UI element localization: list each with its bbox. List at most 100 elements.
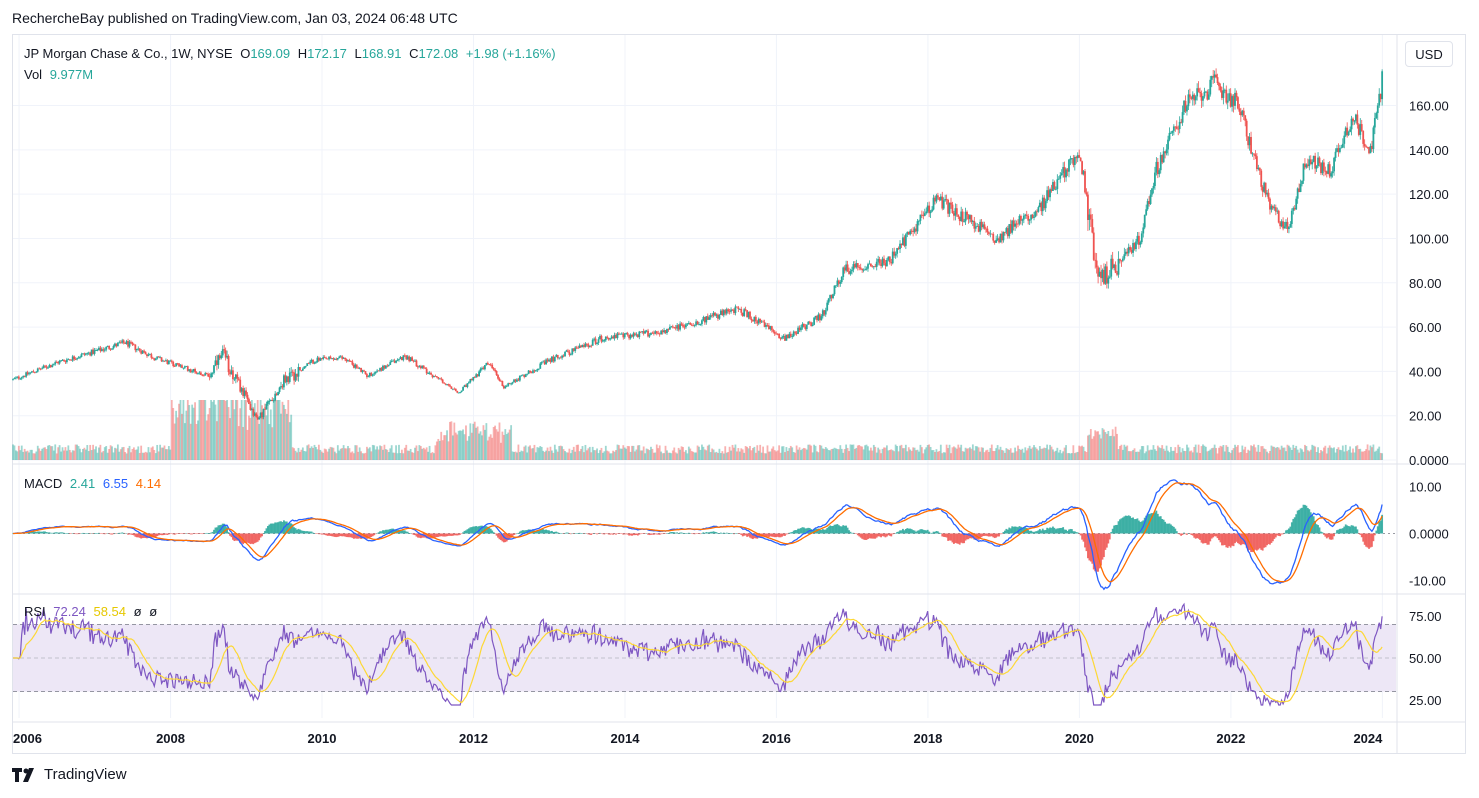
macd-histogram-bar bbox=[255, 533, 258, 543]
volume-bar bbox=[296, 452, 298, 460]
macd-histogram-bar bbox=[178, 533, 180, 534]
volume-bar bbox=[763, 453, 766, 460]
macd-histogram-bar bbox=[441, 533, 444, 537]
volume-bar bbox=[288, 422, 291, 460]
volume-bar bbox=[154, 453, 157, 460]
volume-bar bbox=[232, 400, 234, 460]
chart-frame[interactable] bbox=[12, 34, 1466, 754]
candle-body bbox=[648, 334, 651, 337]
macd-histogram-bar bbox=[443, 533, 446, 537]
candle-body bbox=[460, 390, 463, 393]
candle-body bbox=[100, 349, 103, 352]
macd-histogram-bar bbox=[1186, 533, 1188, 535]
volume-bar bbox=[119, 449, 122, 460]
volume-bar bbox=[1372, 444, 1375, 460]
candle-body bbox=[750, 318, 753, 321]
volume-bar bbox=[1328, 445, 1331, 460]
volume-bar bbox=[339, 448, 342, 460]
symbol-label[interactable]: JP Morgan Chase & Co., 1W, NYSE bbox=[24, 46, 233, 61]
macd-histogram-bar bbox=[451, 533, 454, 536]
macd-histogram-bar bbox=[615, 533, 617, 535]
candle-body bbox=[243, 390, 246, 396]
candle-body bbox=[181, 365, 183, 368]
volume-bar bbox=[1069, 453, 1072, 460]
candle-body bbox=[73, 356, 76, 360]
rsi-label[interactable]: RSI bbox=[24, 604, 46, 619]
macd-histogram-bar bbox=[162, 533, 164, 536]
candle-body bbox=[1196, 88, 1199, 97]
candle-body bbox=[999, 233, 1002, 243]
macd-histogram-bar bbox=[189, 533, 192, 535]
volume-bar bbox=[730, 450, 732, 460]
candle-body bbox=[974, 226, 977, 229]
volume-bar bbox=[1146, 445, 1149, 460]
candle-body bbox=[1193, 94, 1196, 101]
macd-histogram-bar bbox=[941, 533, 944, 537]
candle-body bbox=[846, 264, 849, 272]
volume-bar bbox=[1040, 448, 1043, 460]
macd-histogram-bar bbox=[239, 533, 242, 543]
candle-body bbox=[569, 354, 572, 356]
macd-histogram-bar bbox=[932, 531, 935, 534]
candle-body bbox=[1197, 88, 1200, 92]
macd-histogram-bar bbox=[181, 533, 183, 534]
macd-histogram-bar bbox=[789, 532, 792, 534]
volume-bar bbox=[1060, 453, 1063, 460]
candle-body bbox=[1318, 157, 1321, 164]
candle-body bbox=[810, 322, 813, 327]
macd-histogram-bar bbox=[529, 529, 531, 534]
candle-body bbox=[491, 364, 494, 369]
macd-histogram-bar bbox=[166, 533, 169, 535]
currency-button[interactable]: USD bbox=[1405, 41, 1453, 67]
macd-histogram-bar bbox=[176, 533, 179, 534]
candle-body bbox=[768, 325, 770, 330]
candle-body bbox=[529, 370, 531, 373]
volume-bar bbox=[871, 450, 874, 460]
macd-histogram-bar bbox=[434, 533, 437, 538]
volume-bar bbox=[610, 453, 613, 460]
volume-bar bbox=[111, 446, 113, 460]
volume-bar bbox=[122, 446, 125, 460]
macd-histogram-bar bbox=[1314, 520, 1317, 534]
volume-bar bbox=[435, 441, 438, 460]
macd-histogram-bar bbox=[993, 533, 996, 539]
candle-body bbox=[632, 333, 635, 337]
candle-body bbox=[163, 360, 166, 362]
volume-bar bbox=[384, 449, 387, 460]
candle-body bbox=[220, 355, 223, 359]
macd-histogram-bar bbox=[470, 527, 473, 534]
macd-histogram-bar bbox=[989, 533, 992, 537]
candle-body bbox=[1237, 97, 1239, 109]
volume-bar bbox=[1116, 433, 1118, 460]
footer-brand[interactable]: TradingView bbox=[12, 766, 127, 783]
macd-histogram-bar bbox=[647, 533, 649, 535]
macd-label[interactable]: MACD bbox=[24, 476, 63, 491]
candle-body bbox=[1008, 224, 1011, 237]
volume-bar bbox=[1260, 446, 1263, 460]
macd-histogram-bar bbox=[685, 533, 687, 534]
volume-bar bbox=[1362, 451, 1365, 460]
volume-bar bbox=[910, 450, 913, 460]
volume-bar bbox=[936, 451, 939, 460]
close-value: 172.08 bbox=[418, 46, 459, 61]
macd-histogram-bar bbox=[77, 533, 80, 535]
macd-histogram-bar bbox=[778, 533, 781, 538]
macd-histogram-bar bbox=[246, 533, 249, 543]
macd-histogram-bar bbox=[922, 529, 925, 534]
macd-histogram-bar bbox=[867, 533, 869, 540]
volume-bar bbox=[701, 444, 703, 460]
macd-histogram-bar bbox=[813, 528, 815, 534]
macd-histogram-bar bbox=[628, 533, 631, 536]
candle-body bbox=[183, 366, 186, 368]
macd-histogram-bar bbox=[511, 533, 514, 537]
candle-body bbox=[307, 363, 310, 365]
candle-body bbox=[1286, 221, 1289, 230]
volume-bar bbox=[262, 417, 265, 460]
volume-bar bbox=[306, 445, 309, 460]
macd-histogram-bar bbox=[737, 533, 740, 534]
macd-histogram-bar bbox=[1237, 533, 1239, 544]
candle-body bbox=[543, 361, 546, 365]
candle-body bbox=[808, 321, 811, 323]
candle-body bbox=[718, 314, 721, 319]
